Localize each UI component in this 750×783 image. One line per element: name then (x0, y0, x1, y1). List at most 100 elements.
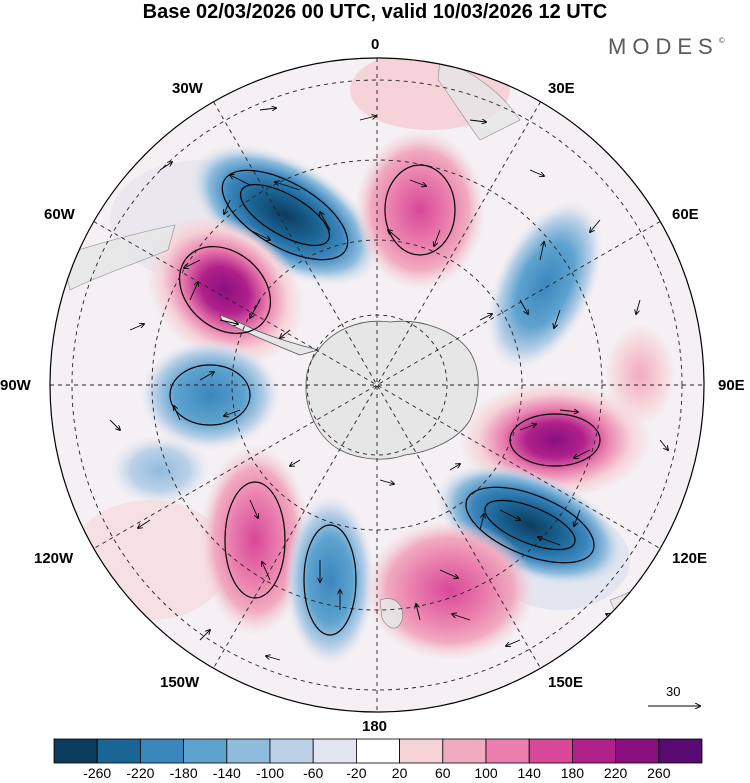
colorbar-tick-label: -60 (303, 765, 324, 781)
wind-arrow (184, 259, 201, 268)
colorbar-swatch (312, 738, 357, 764)
wind-arrow (519, 424, 536, 431)
colorbar-tick-label: 260 (647, 765, 671, 781)
wind-arrow (359, 116, 376, 121)
colorbar-swatch (399, 738, 444, 764)
colorbar-swatch (442, 738, 487, 764)
negative-anomaly-center (285, 495, 375, 665)
positive-anomaly-center (355, 130, 485, 290)
colorbar-swatch (226, 738, 271, 764)
contour (384, 164, 456, 256)
meridian-60 (93, 221, 661, 549)
colorbar (53, 738, 703, 764)
wind-arrow (159, 162, 172, 171)
wind-arrow (138, 519, 151, 528)
colorbar-swatch (53, 738, 98, 764)
colorbar-tick-label: -140 (212, 765, 241, 781)
colorbar-swatch (485, 738, 530, 764)
brand-name: MODES (608, 34, 719, 59)
positive-anomaly-center (200, 445, 310, 635)
wind-arrow (539, 242, 544, 261)
contour (169, 364, 251, 426)
lon-label-60e: 60E (672, 206, 699, 223)
wind-arrow (449, 464, 460, 471)
meridian-60 (93, 221, 661, 549)
wind-arrow (659, 439, 668, 450)
reference-vector-label: 30 (666, 684, 681, 699)
wind-arrow (250, 299, 261, 318)
wind-arrow (379, 479, 394, 484)
lon-label-0: 0 (371, 36, 380, 53)
colorbar-swatch (528, 738, 573, 764)
colorbar-tick-label: -20 (346, 765, 367, 781)
negative-anomaly-center (140, 340, 280, 450)
colorbar-tick-label: 180 (560, 765, 585, 781)
wind-arrow (538, 537, 561, 546)
wind-arrow (590, 219, 601, 232)
wind-arrow (506, 639, 521, 646)
colorbar-tick-label: 100 (474, 765, 498, 781)
positive-anomaly-center (146, 214, 304, 366)
lon-label-30w: 30W (172, 80, 203, 97)
contour-lines (169, 164, 601, 636)
wind-arrow (174, 406, 181, 421)
contour (465, 486, 595, 564)
contour (484, 499, 576, 551)
graticule (50, 58, 704, 712)
copyright-mark: © (718, 36, 725, 45)
positive-anomaly-center (365, 520, 535, 660)
wind-arrow (320, 212, 331, 231)
colorbar-swatch (572, 738, 617, 764)
wind-arrow (388, 230, 401, 241)
colorbar-tick-label: -220 (126, 765, 155, 781)
wind-arrow (230, 175, 251, 186)
colorbar-swatch (139, 738, 184, 764)
colorbar-tick-label: 220 (603, 765, 628, 781)
wind-arrow (559, 410, 578, 412)
wind-arrow (109, 419, 120, 430)
wind-arrow (249, 499, 258, 518)
meridian-30 (213, 101, 541, 669)
wind-arrow (439, 569, 458, 578)
new-zealand-landmass (379, 598, 403, 629)
wind-arrow (529, 169, 544, 176)
colorbar-tick-label: -100 (255, 765, 285, 781)
lon-label-30e: 30E (548, 80, 575, 97)
wind-arrow (479, 514, 484, 531)
wind-arrow (416, 604, 421, 621)
wind-arrow (189, 282, 198, 301)
contour (239, 183, 331, 247)
wind-arrow (469, 120, 486, 122)
wind-arrow (275, 182, 301, 191)
wind-arrow (434, 229, 441, 246)
map-boundary (49, 57, 705, 713)
lon-label-150e: 150E (548, 674, 584, 691)
lon-label-180: 180 (362, 718, 388, 735)
lon-label-60w: 60W (44, 206, 75, 223)
contour (224, 481, 286, 599)
wind-arrow (636, 299, 641, 314)
wind-arrow (574, 509, 581, 526)
wind-arrow (479, 314, 492, 321)
colorbar-tick-label: 60 (435, 765, 451, 781)
contour (303, 524, 357, 636)
wind-arrow (129, 324, 144, 331)
colorbar-tick-label: 20 (391, 765, 408, 781)
colorbar-swatch (183, 738, 228, 764)
contour (221, 169, 349, 261)
map-disc (50, 58, 704, 712)
meridian-30 (213, 101, 541, 669)
wind-arrow (259, 108, 276, 110)
wind-arrow (219, 319, 238, 324)
modes-logo: MODES© (608, 34, 725, 60)
wind-arrow (280, 329, 291, 338)
lon-label-90e: 90E (718, 377, 745, 394)
wind-arrow (409, 179, 426, 186)
contour (178, 246, 272, 334)
wind-arrow (519, 299, 528, 314)
colorbar-swatch (269, 738, 314, 764)
negative-anomaly-center (190, 144, 380, 286)
wind-arrow (499, 509, 520, 520)
colorbar-swatch (658, 738, 703, 764)
colorbar-swatch (615, 738, 660, 764)
